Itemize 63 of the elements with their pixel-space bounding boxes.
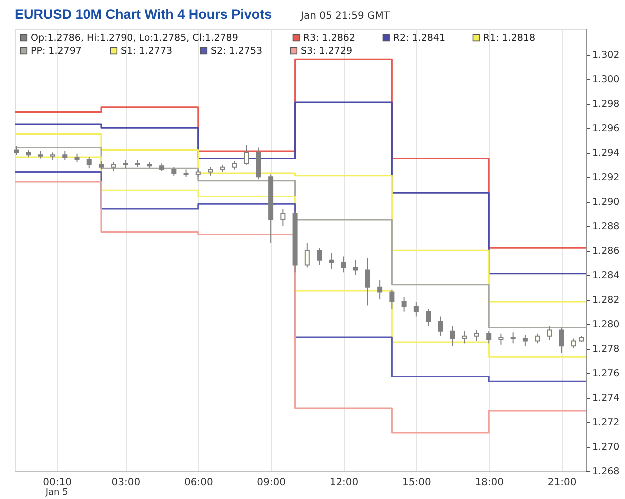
candlestick [280,208,286,227]
candlestick [462,330,468,344]
y-tick-label: 1.278 [592,344,620,356]
candlestick [522,334,528,347]
candlestick [390,289,395,310]
candlestick [426,308,432,328]
candlestick [438,316,444,337]
y-tick-label: 1.272 [592,418,620,429]
candlestick [510,332,516,344]
x-tick-label: 15:00 [402,478,432,488]
y-tick-label: 1.284 [592,270,620,282]
candlestick [498,333,504,346]
candlestick [571,338,576,350]
x-tick-label: 18:00 [475,478,504,488]
candlestick [365,257,370,306]
candlestick [559,327,564,354]
candlestick [414,302,419,318]
legend-label: Op:1.2786, Hi:1.2790, Lo:1.2785, Cl:1.2789 [31,33,238,44]
legend-label: S2: 1.2753 [211,46,263,57]
y-tick-label: 1.294 [592,148,620,160]
candlestick [450,326,456,347]
y-tick-label: 1.268 [592,466,620,478]
x-tick-label: 12:00 [330,478,359,488]
y-tick-label: 1.282 [592,295,620,306]
y-tick-label: 1.300 [592,74,620,86]
candlestick [317,248,322,266]
legend-label: S3: 1.2729 [301,46,353,57]
legend-label: R3: 1.2862 [303,33,356,44]
y-tick-label: 1.296 [592,124,620,135]
x-tick-label: 06:00 [184,478,214,488]
y-tick-label: 1.292 [592,172,620,184]
candlestick [244,144,250,166]
text: Jan 5 [44,488,68,498]
chart-subtitle: Jan 05 21:59 GMT [300,11,391,22]
y-tick-label: 1.302 [592,50,620,62]
legend-label: PP: 1.2797 [31,46,82,57]
legend-label: R1: 1.2818 [483,33,536,44]
y-tick-label: 1.280 [592,320,620,331]
x-tick-label: 21:00 [548,478,577,488]
x-tick-label: 09:00 [257,478,286,488]
chart-title: EURUSD 10M Chart With 4 Hours Pivots [15,7,272,22]
candlestick [329,252,334,270]
y-tick-label: 1.290 [592,197,620,208]
candlestick [535,333,540,344]
legend-label: S1: 1.2773 [121,46,173,57]
y-tick-label: 1.274 [592,393,620,404]
y-tick-label: 1.288 [592,222,620,233]
y-tick-label: 1.276 [592,368,620,380]
candlestick [353,260,358,276]
y-tick-label: 1.298 [592,99,620,110]
candlestick [304,242,310,268]
x-tick-label: 00:10 [43,478,72,488]
legend-label: R2: 1.2841 [393,33,446,44]
y-tick-label: 1.286 [592,246,620,258]
candlestick [341,256,346,274]
y-tick-label: 1.270 [592,442,620,454]
candlestick [547,326,552,340]
candlestick [474,330,480,342]
candlestick [486,330,492,344]
candlestick [402,296,407,312]
candlestick [378,279,383,300]
x-tick-label: 03:00 [112,478,141,488]
candlestick [86,157,92,170]
